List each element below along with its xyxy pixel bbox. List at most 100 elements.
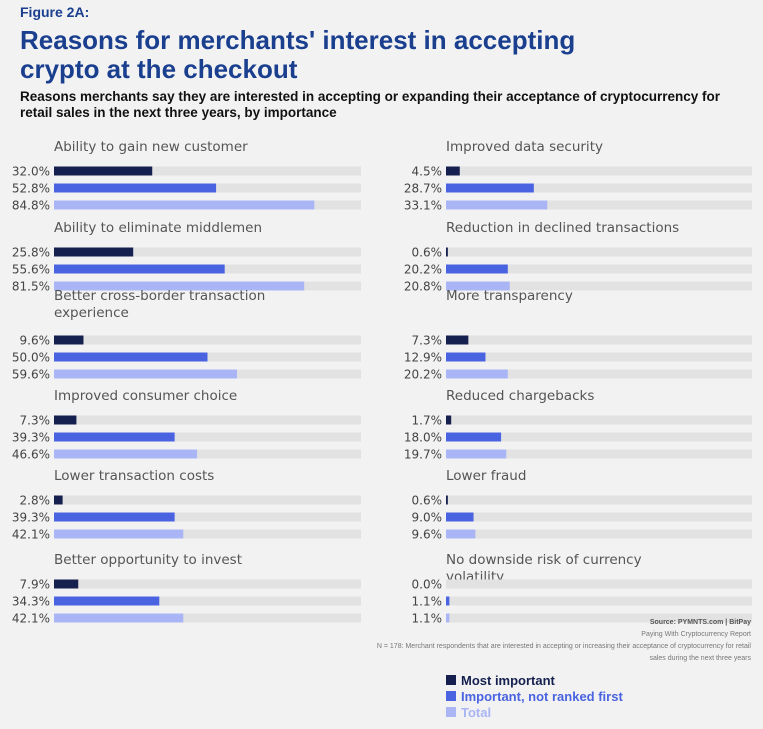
bar-total-improved-consumer-choice (54, 449, 198, 459)
value-label: 1.7% (412, 414, 443, 428)
value-label: 20.2% (404, 368, 442, 382)
bar-most-important-lower-transaction-costs (54, 495, 63, 505)
value-label: 9.6% (412, 528, 443, 542)
panel-title: Better opportunity to invest (54, 552, 242, 568)
value-label: 46.6% (12, 448, 50, 462)
value-label: 1.1% (412, 612, 443, 626)
source-note: Source: PYMNTS.com | BitPay Paying With … (371, 617, 751, 665)
value-label: 59.6% (12, 368, 50, 382)
bar-most-important-better-opportunity-to-invest (54, 579, 79, 589)
figure-label: Figure 2A: (20, 4, 90, 20)
bar-track (446, 432, 752, 442)
value-label: 20.8% (404, 280, 442, 294)
bar-track (446, 596, 752, 606)
legend-item-important: Important, not ranked first (446, 688, 623, 704)
bar-track (54, 495, 361, 505)
bar-important-not-ranked-first-better-opportunity-to-invest (54, 596, 160, 606)
bar-track (446, 166, 752, 176)
bar-track (54, 529, 361, 539)
legend-swatch (446, 691, 456, 701)
bar-most-important-ability-to-gain-new-customer (54, 166, 153, 176)
bar-track (54, 247, 361, 257)
bar-important-not-ranked-first-improved-consumer-choice (54, 432, 175, 442)
value-label: 33.1% (404, 199, 442, 213)
bar-track (446, 200, 752, 210)
panel-ability-to-eliminate-middlemen: Ability to eliminate middlemen 25.8% 55.6%… (12, 220, 361, 294)
value-label: 28.7% (404, 182, 442, 196)
sample-note: N = 178: Merchant respondents that are i… (376, 643, 751, 662)
bar-most-important-better-cross-border-transaction-experience (54, 335, 84, 345)
bar-important-not-ranked-first-better-cross-border-transaction-experience (54, 352, 208, 362)
bar-important-not-ranked-first-lower-transaction-costs (54, 512, 175, 522)
panel-title: Improved data security (446, 139, 603, 155)
bar-track (54, 512, 361, 522)
bar-most-important-reduced-chargebacks (446, 415, 452, 425)
legend-swatch (446, 707, 456, 717)
bar-most-important-improved-data-security (446, 166, 460, 176)
panel-no-downside-risk-of-currency-volatility: No downside risk of currency volatility0.… (412, 552, 752, 626)
chart-title: Reasons for merchants' interest in accep… (20, 25, 576, 84)
legend-label: Important, not ranked first (461, 688, 623, 704)
value-label: 0.0% (412, 578, 443, 592)
legend-label: Total (461, 704, 492, 720)
value-label: 0.6% (412, 494, 443, 508)
bar-total-better-opportunity-to-invest (54, 613, 184, 623)
bar-track (446, 529, 752, 539)
bar-important-not-ranked-first-improved-data-security (446, 183, 534, 193)
bar-important-not-ranked-first-ability-to-eliminate-middlemen (54, 264, 225, 274)
source-text: Source: PYMNTS.com | BitPay (649, 619, 751, 626)
value-label: 34.3% (12, 595, 50, 609)
bar-track (446, 183, 752, 193)
panel-title: Reduced chargebacks (446, 388, 594, 404)
value-label: 42.1% (12, 528, 50, 542)
bar-track (446, 335, 752, 345)
report-name: Paying With Cryptocurrency Report (641, 631, 751, 638)
bar-important-not-ranked-first-more-transparency (446, 352, 486, 362)
bar-track (446, 415, 752, 425)
legend-item-most-important: Most important (446, 672, 623, 688)
bar-track (446, 352, 752, 362)
bar-important-not-ranked-first-reduced-chargebacks (446, 432, 502, 442)
bar-track (54, 613, 361, 623)
panel-title: Improved consumer choice (54, 388, 237, 404)
chart-subtitle: Reasons merchants say they are intereste… (20, 89, 720, 120)
panel-ability-to-gain-new-customer: Ability to gain new customer 32.0% 52.8% 84… (12, 139, 361, 213)
value-label: 0.6% (412, 246, 443, 260)
value-label: 1.1% (412, 595, 443, 609)
bar-track (54, 415, 361, 425)
legend-label: Most important (461, 672, 555, 688)
legend: Most important Important, not ranked fir… (446, 672, 623, 720)
value-label: 4.5% (412, 165, 443, 179)
bar-total-ability-to-gain-new-customer (54, 200, 315, 210)
panel-title: Lower transaction costs (54, 468, 214, 484)
value-label: 9.6% (20, 334, 51, 348)
bar-track (446, 369, 752, 379)
bar-total-more-transparency (446, 369, 508, 379)
bar-track (446, 449, 752, 459)
bar-track (54, 449, 361, 459)
bar-important-not-ranked-first-reduction-in-declined-transactions (446, 264, 508, 274)
bar-most-important-more-transparency (446, 335, 469, 345)
value-label: 9.0% (412, 511, 443, 525)
value-label: 52.8% (12, 182, 50, 196)
value-label: 7.9% (20, 578, 51, 592)
bar-total-improved-data-security (446, 200, 548, 210)
bar-track (54, 166, 361, 176)
bar-important-not-ranked-first-ability-to-gain-new-customer (54, 183, 217, 193)
bar-track (446, 613, 752, 623)
value-label: 84.8% (12, 199, 50, 213)
legend-swatch (446, 675, 456, 685)
value-label: 18.0% (404, 431, 442, 445)
bar-total-reduction-in-declined-transactions (446, 281, 510, 291)
bar-total-reduced-chargebacks (446, 449, 507, 459)
value-label: 7.3% (412, 334, 443, 348)
bar-track (54, 432, 361, 442)
bar-track (446, 579, 752, 589)
